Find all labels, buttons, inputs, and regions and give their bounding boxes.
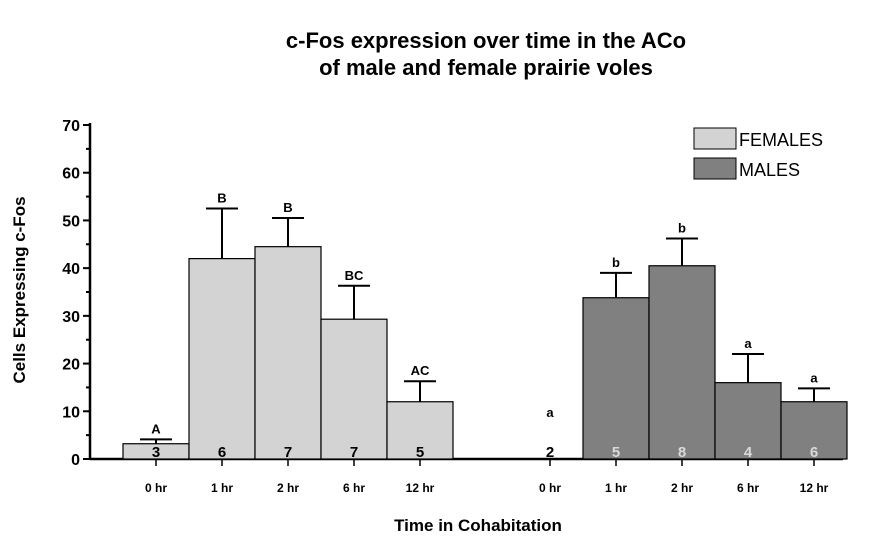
x-axis-label: Time in Cohabitation [394, 516, 562, 535]
significance-label: a [546, 405, 554, 420]
x-tick-label: 0 hr [145, 481, 167, 495]
significance-label: B [283, 200, 292, 215]
sample-size-label: 5 [416, 444, 424, 461]
sample-size-label: 6 [810, 444, 818, 461]
legend-swatch [693, 127, 737, 150]
x-tick-label: 2 hr [277, 481, 299, 495]
bar [780, 401, 848, 460]
bar [648, 265, 716, 460]
y-tick-label: 40 [62, 261, 80, 278]
bars: A 3 B 6 B 7 BC 7 AC 5 a 2 b 5 b 8 a 4 a 6 [122, 191, 848, 461]
x-tick-label: 1 hr [211, 481, 233, 495]
y-tick-label: 70 [62, 118, 80, 135]
significance-label: A [151, 421, 161, 436]
x-tick-label: 0 hr [539, 481, 561, 495]
sample-size-label: 5 [612, 444, 620, 461]
y-tick-label: 50 [62, 213, 80, 230]
chart-title-line1: c-Fos expression over time in the ACo [286, 28, 686, 53]
sample-size-label: 4 [744, 444, 753, 461]
y-tick-label: 10 [62, 404, 80, 421]
sample-size-label: 8 [678, 444, 686, 461]
bar [254, 246, 322, 460]
y-tick-label: 20 [62, 357, 80, 374]
bar [188, 258, 256, 460]
bar [320, 318, 388, 460]
significance-label: B [217, 191, 226, 206]
x-tick-label: 12 hr [406, 481, 435, 495]
x-tick-label: 6 hr [737, 481, 759, 495]
bar [714, 382, 782, 460]
bar [386, 401, 454, 460]
significance-label: b [678, 221, 686, 236]
x-tick-label: 12 hr [800, 481, 829, 495]
significance-label: AC [411, 363, 430, 378]
sample-size-label: 2 [546, 444, 554, 461]
sample-size-label: 7 [284, 444, 292, 461]
x-tick-label: 6 hr [343, 481, 365, 495]
legend-swatch [693, 157, 737, 180]
legend-label: FEMALES [739, 130, 823, 150]
significance-label: a [744, 336, 752, 351]
y-tick-label: 60 [62, 166, 80, 183]
y-tick-label: 0 [71, 452, 80, 469]
significance-label: b [612, 255, 620, 270]
sample-size-label: 6 [218, 444, 226, 461]
bar [582, 297, 650, 460]
legend: FEMALES MALES [693, 127, 823, 180]
significance-label: BC [345, 268, 364, 283]
x-tick-label: 1 hr [605, 481, 627, 495]
legend-label: MALES [739, 160, 800, 180]
sample-size-label: 3 [152, 444, 160, 461]
significance-label: a [810, 370, 818, 385]
y-tick-label: 30 [62, 309, 80, 326]
sample-size-label: 7 [350, 444, 358, 461]
y-axis-label: Cells Expressing c-Fos [10, 196, 29, 383]
x-tick-label: 2 hr [671, 481, 693, 495]
chart-title-line2: of male and female prairie voles [319, 55, 653, 80]
